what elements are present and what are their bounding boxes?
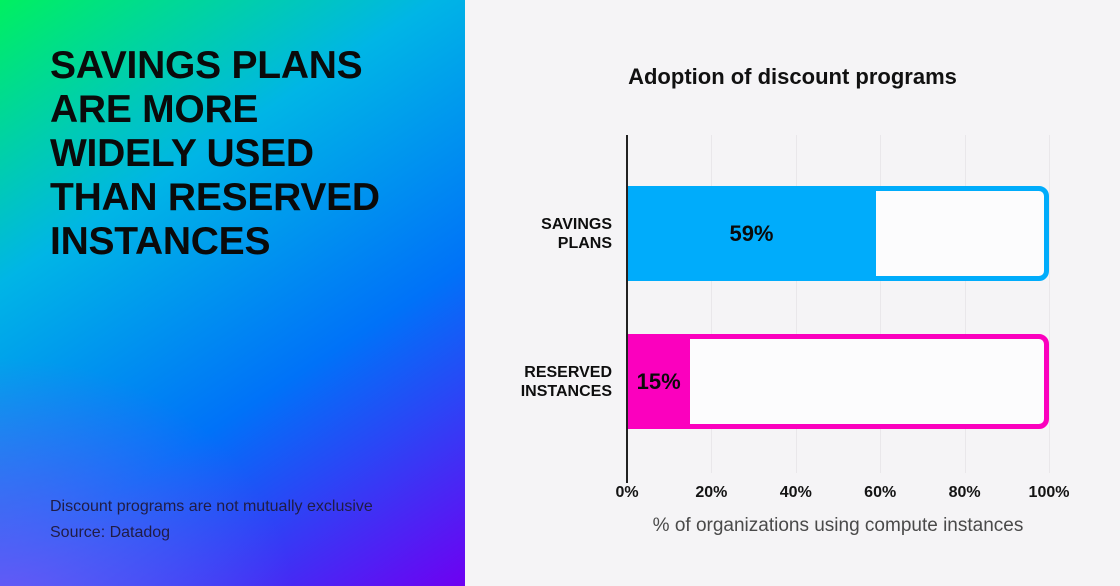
bar-label-reserved-instances: RESERVED INSTANCES <box>520 363 612 400</box>
x-tick-label: 0% <box>615 484 639 501</box>
chart-title: Adoption of discount programs <box>628 64 957 89</box>
headline-line: THAN RESERVED <box>50 176 380 219</box>
headline-line: WIDELY USED <box>50 132 314 175</box>
bar-value-label: 15% <box>636 368 681 394</box>
gridline-40 <box>795 135 797 473</box>
headline-line: ARE MORE <box>50 88 259 131</box>
panel-footer: Discount programs are not mutually exclu… <box>50 494 373 546</box>
x-tick-label: 80% <box>948 484 981 501</box>
x-tick-label: 40% <box>779 484 812 501</box>
bar-row-reserved-instances: RESERVED INSTANCES 15% <box>521 334 1049 429</box>
bar-outline <box>627 334 1049 429</box>
x-axis-title: % of organizations using compute instanc… <box>652 515 1024 536</box>
source-line: Source: Datadog <box>50 524 171 541</box>
bar-track: 15% <box>627 334 1049 429</box>
bar-fill-reserved-instances <box>627 334 691 429</box>
footnote: Discount programs are not mutually exclu… <box>50 498 373 515</box>
x-tick-label: 60% <box>864 484 897 501</box>
chart-panel: Adoption of discount programs SAVINGS PL… <box>465 0 1120 586</box>
x-axis-ticks: 0% 20% 40% 60% 80% 100% <box>615 484 1069 504</box>
x-tick-label: 100% <box>1028 484 1070 501</box>
y-axis-line <box>626 135 628 484</box>
bar-track: 59% <box>627 186 1049 281</box>
gridline-20 <box>711 135 713 473</box>
plot-area: SAVINGS PLANS 59% RESERVED INSTANCES 15% <box>521 135 1050 484</box>
gridline-60 <box>880 135 882 473</box>
bar-label-savings-plans: SAVINGS PLANS <box>541 215 612 252</box>
x-tick-label: 20% <box>695 484 728 501</box>
gridline-100 <box>1049 135 1050 473</box>
headline-line: SAVINGS PLANS <box>50 44 363 87</box>
headline-panel: SAVINGS PLANS ARE MORE WIDELY USED THAN … <box>0 0 465 586</box>
bar-value-label: 59% <box>729 220 774 246</box>
gridline-80 <box>964 135 966 473</box>
headline-line: INSTANCES <box>50 220 271 263</box>
bar-fill-savings-plans <box>627 186 876 281</box>
headline: SAVINGS PLANS ARE MORE WIDELY USED THAN … <box>50 44 420 264</box>
bar-row-savings-plans: SAVINGS PLANS 59% <box>541 186 1049 281</box>
bar-outline <box>627 186 1049 281</box>
